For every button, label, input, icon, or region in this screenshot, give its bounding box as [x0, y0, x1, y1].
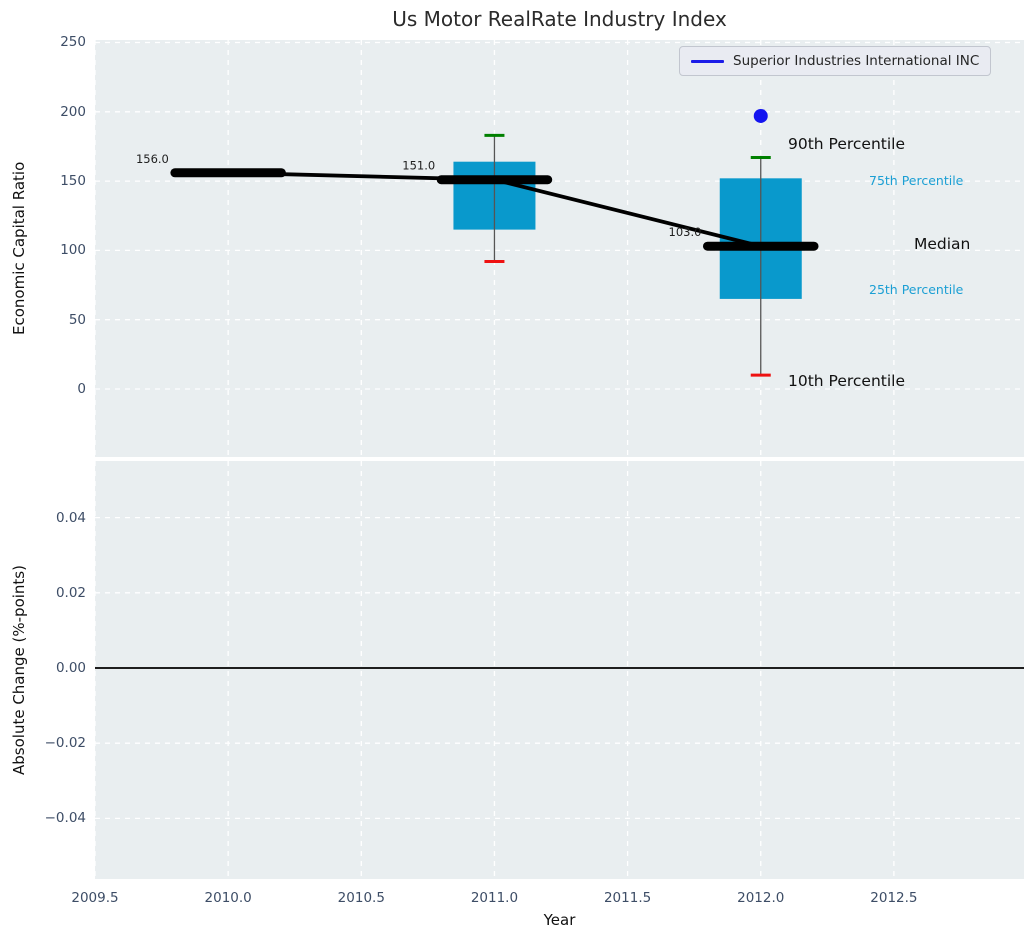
annotation-90th-percentile: 90th Percentile [788, 135, 906, 153]
bottom-y-tick-label: 0.00 [55, 660, 86, 676]
annotation-25th-percentile: 25th Percentile [869, 282, 964, 297]
annotation-10th-percentile: 10th Percentile [788, 372, 906, 390]
x-tick-label: 2012.5 [870, 890, 918, 906]
bottom-y-tick-label: −0.04 [44, 810, 86, 827]
x-tick-label: 2011.0 [470, 890, 519, 906]
legend: Superior Industries International INC [679, 46, 992, 76]
median-value-label: 156.0 [136, 152, 169, 166]
legend-line-sample [691, 59, 724, 63]
annotation-median: Median [914, 235, 971, 253]
legend-label: Superior Industries International INC [733, 53, 980, 69]
x-tick-label: 2009.5 [71, 890, 119, 906]
top-y-tick-label: 0 [77, 380, 86, 397]
top-y-tick-label: 250 [60, 34, 86, 51]
bottom-y-tick-label: −0.02 [44, 735, 86, 752]
top-plot-area: 156.0 151.0 103.0 [95, 40, 1024, 457]
chart-title: Us Motor RealRate Industry Index [392, 7, 727, 31]
top-y-tick-label: 150 [60, 173, 86, 190]
x-tick-label: 2012.0 [737, 890, 785, 906]
outlier-dot [753, 108, 768, 123]
bottom-y-tick-label: 0.02 [55, 584, 86, 601]
median-value-label: 151.0 [402, 159, 435, 173]
top-y-tick-label: 100 [60, 242, 86, 259]
top-plot-canvas: 156.0 151.0 103.0 [95, 40, 1024, 457]
bottom-plot-canvas [95, 461, 1024, 879]
x-axis-label: Year [543, 911, 576, 929]
x-tick-label: 2010.5 [337, 890, 385, 906]
top-y-tick-label: 50 [68, 311, 86, 328]
x-tick-label: 2011.5 [603, 890, 652, 906]
bottom-plot-area [95, 461, 1024, 879]
median-value-label: 103.0 [669, 225, 702, 239]
bottom-y-tick-label: 0.04 [55, 509, 86, 526]
annotation-75th-percentile: 75th Percentile [869, 173, 964, 188]
x-tick-label: 2010.0 [204, 890, 252, 906]
top-y-tick-label: 200 [60, 103, 86, 120]
